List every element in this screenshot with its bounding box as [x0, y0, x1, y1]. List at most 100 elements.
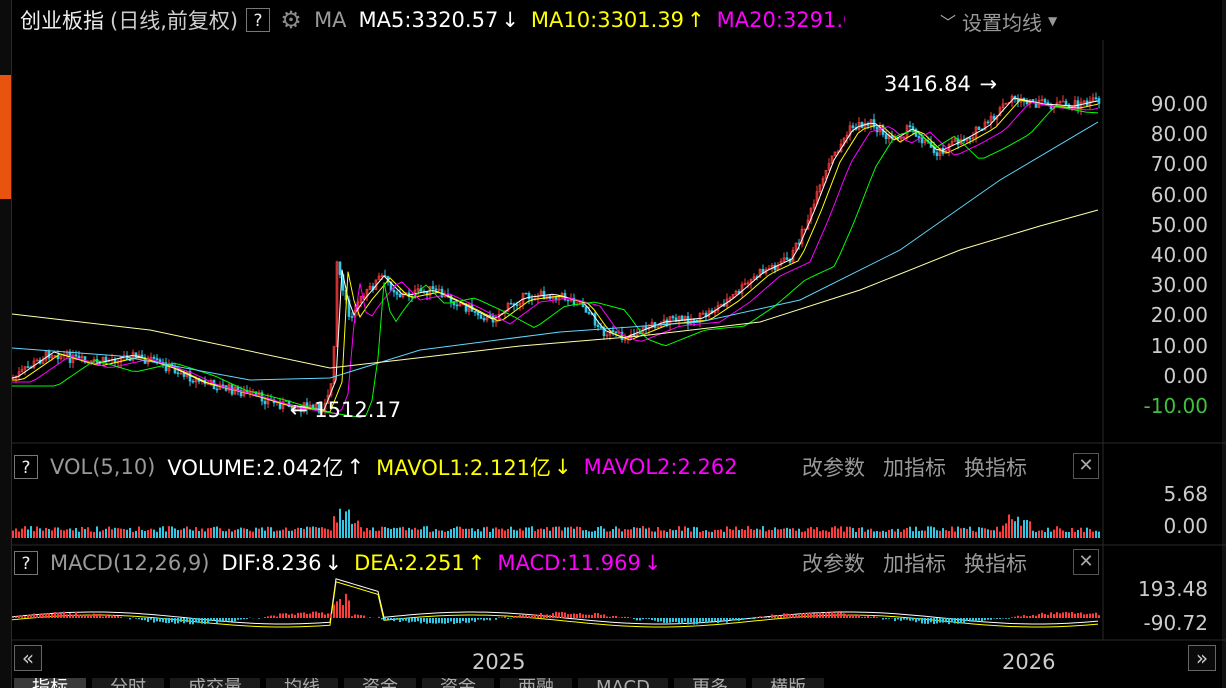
volume-bar: [570, 526, 572, 538]
macd-bar: [207, 618, 209, 624]
volume-bar: [369, 530, 371, 538]
candle-body: [992, 115, 996, 120]
candle-body: [368, 285, 372, 290]
macd-bar: [273, 615, 275, 618]
left-accent-tab[interactable]: [0, 75, 11, 199]
volume-bar: [1038, 530, 1040, 538]
volume-bar: [726, 526, 728, 538]
volume-bar: [510, 526, 512, 538]
gear-icon[interactable]: ⚙: [280, 6, 302, 34]
volume-bar: [870, 528, 872, 538]
vol-switch-indicator-button[interactable]: 换指标: [964, 456, 1027, 480]
index-title[interactable]: 创业板指: [20, 9, 104, 33]
macd-bar: [744, 618, 746, 620]
volume-bar: [645, 528, 647, 538]
volume-bar: [219, 528, 221, 538]
candle-body: [812, 203, 816, 209]
volume-bar: [210, 527, 212, 538]
volume-bar: [114, 527, 116, 538]
candle-body: [44, 351, 48, 361]
volume-bar: [987, 529, 989, 538]
macd-add-indicator-button[interactable]: 加指标: [883, 552, 946, 576]
volume-bar: [1032, 530, 1034, 538]
bottom-tab[interactable]: 横版: [751, 678, 824, 688]
candle-body: [239, 390, 243, 397]
vol-close-icon[interactable]: ✕: [1073, 453, 1099, 479]
bottom-tab[interactable]: 均线: [266, 678, 338, 688]
macd-bar: [954, 618, 956, 624]
volume-bar: [591, 531, 593, 538]
macd-bar: [906, 618, 908, 620]
volume-bar: [72, 530, 74, 538]
volume-bar: [159, 527, 161, 538]
macd-bar: [597, 613, 599, 618]
ma120-line: [11, 121, 1099, 381]
help-icon[interactable]: ?: [246, 8, 271, 32]
double-right-icon[interactable]: »: [1188, 645, 1216, 671]
macd-params-button[interactable]: 改参数: [802, 552, 865, 576]
macd-bar: [831, 611, 833, 618]
volume-bar: [573, 528, 575, 538]
caret-down-icon[interactable]: ▼: [1048, 14, 1058, 28]
scroll-right-button[interactable]: »: [1188, 645, 1216, 671]
vol-add-indicator-button[interactable]: 加指标: [883, 456, 946, 480]
vol-axis-min: 0.00: [1163, 514, 1208, 538]
double-left-icon[interactable]: «: [14, 645, 42, 671]
macd-bar: [147, 618, 149, 622]
macd-bar: [942, 618, 944, 623]
macd-bar: [1020, 616, 1022, 618]
vol-params-button[interactable]: 改参数: [802, 456, 865, 480]
volume-bar: [744, 529, 746, 538]
bottom-tab[interactable]: 资金: [422, 678, 494, 688]
macd-axis-min: -90.72: [1143, 611, 1208, 635]
volume-bar: [561, 530, 563, 538]
volume-bar: [594, 530, 596, 538]
macd-bar: [24, 616, 26, 618]
volume-bar: [1074, 531, 1076, 538]
macd-bar: [96, 613, 98, 618]
volume-bar: [447, 530, 449, 538]
volume-bar: [840, 526, 842, 538]
macd-bar: [129, 618, 131, 620]
scroll-left-button[interactable]: «: [14, 645, 42, 671]
bottom-tab[interactable]: 资金: [344, 678, 416, 688]
volume-bar: [813, 529, 815, 538]
volume-bar: [843, 531, 845, 538]
volume-bar: [765, 531, 767, 538]
macd-bar: [318, 612, 320, 618]
macd-bar: [876, 617, 878, 618]
macd-switch-indicator-button[interactable]: 换指标: [964, 552, 1027, 576]
bottom-tab[interactable]: MACD: [578, 678, 668, 688]
mavol1-arrow-icon: ↓: [554, 455, 572, 479]
ma-settings-label[interactable]: 设置均线: [962, 10, 1043, 35]
chevron-down-icon[interactable]: ﹀: [940, 13, 957, 32]
macd-bar: [573, 613, 575, 618]
macd-bar: [387, 618, 389, 620]
bottom-tab[interactable]: 指标: [14, 678, 86, 688]
volume-bar: [705, 530, 707, 538]
volume-bar: [60, 529, 62, 538]
macd-help-icon[interactable]: ?: [14, 551, 38, 575]
macd-arrow-icon: ↓: [643, 551, 662, 575]
vol-help-icon[interactable]: ?: [14, 455, 38, 479]
macd-title[interactable]: MACD(12,26,9): [50, 551, 210, 575]
bottom-tab[interactable]: 更多: [673, 678, 746, 688]
macd-bar: [828, 612, 830, 618]
ma-settings-dropdown[interactable]: ﹀ 设置均线 ▼: [940, 8, 1100, 35]
macd-bar: [981, 618, 983, 622]
macd-bar: [423, 618, 425, 622]
volume-bar: [408, 527, 410, 538]
bottom-tab[interactable]: 两融: [500, 678, 572, 688]
bottom-tab[interactable]: 分时: [92, 678, 164, 688]
macd-bar: [912, 618, 914, 621]
bottom-tab[interactable]: 成交量: [170, 678, 260, 688]
volume-bar: [585, 529, 587, 538]
macd-bar: [474, 618, 476, 623]
volume-bar: [276, 530, 278, 538]
vol-title[interactable]: VOL(5,10): [50, 455, 156, 479]
volume-bar: [504, 530, 506, 538]
macd-close-icon[interactable]: ✕: [1073, 549, 1099, 575]
candle-body: [347, 299, 351, 317]
macd-bar: [276, 616, 278, 618]
macd-bar: [585, 614, 587, 618]
